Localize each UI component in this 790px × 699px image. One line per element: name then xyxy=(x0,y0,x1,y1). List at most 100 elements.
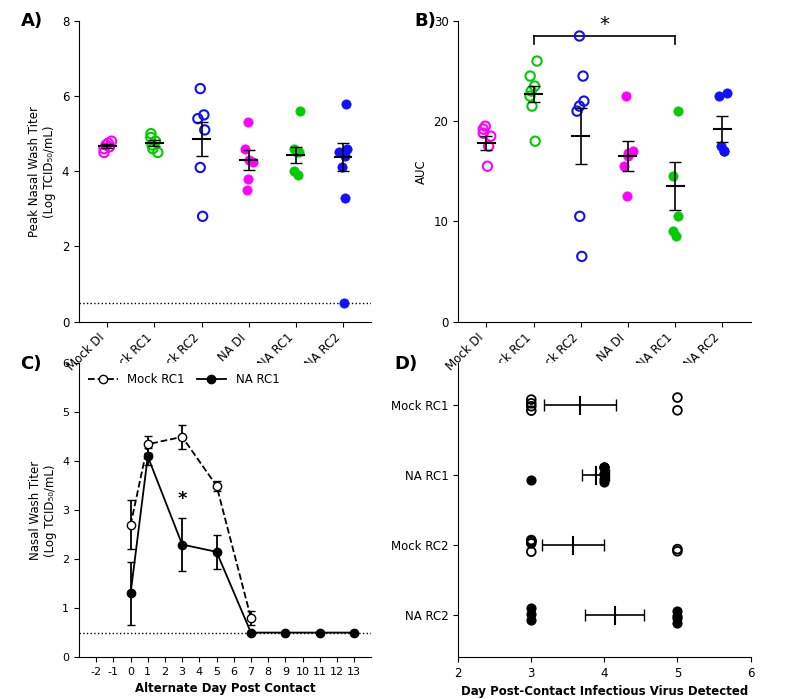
Point xyxy=(718,145,731,157)
Point xyxy=(524,90,536,101)
Point xyxy=(102,138,115,149)
Point xyxy=(477,128,490,139)
Point xyxy=(146,143,159,154)
Point xyxy=(718,145,731,157)
Y-axis label: Peak Nasal Wash Titer
(Log TCID₅₀/mL): Peak Nasal Wash Titer (Log TCID₅₀/mL) xyxy=(28,106,56,237)
Point xyxy=(598,461,611,473)
Text: D): D) xyxy=(394,354,417,373)
Point xyxy=(713,90,725,101)
Point xyxy=(671,392,683,403)
Point xyxy=(671,405,683,416)
Point xyxy=(573,101,585,112)
Point xyxy=(573,31,585,42)
Point xyxy=(525,535,537,547)
Point xyxy=(484,131,497,142)
Text: *: * xyxy=(178,490,187,507)
Point xyxy=(198,109,210,120)
Point xyxy=(667,171,679,182)
Point xyxy=(598,474,611,485)
Point xyxy=(194,162,206,173)
Point xyxy=(525,535,537,546)
Point xyxy=(292,169,305,180)
Point xyxy=(529,80,541,92)
Point xyxy=(196,211,209,222)
Point xyxy=(626,145,639,157)
Point xyxy=(525,405,537,416)
Point xyxy=(149,136,162,147)
Point xyxy=(191,113,204,124)
Point xyxy=(524,71,536,82)
Point xyxy=(525,85,537,96)
X-axis label: Day Post-Contact Infectious Virus Detected: Day Post-Contact Infectious Virus Detect… xyxy=(461,685,748,698)
Point xyxy=(103,141,116,152)
Point xyxy=(525,608,537,619)
Point xyxy=(618,161,630,172)
Text: A): A) xyxy=(21,12,43,30)
Point xyxy=(194,83,206,94)
X-axis label: Alternate Day Post Contact: Alternate Day Post Contact xyxy=(135,682,315,696)
Point xyxy=(481,161,494,172)
Point xyxy=(672,106,684,117)
Point xyxy=(525,475,537,486)
Point xyxy=(339,192,352,203)
Point xyxy=(198,124,211,136)
Point xyxy=(525,536,537,547)
Point xyxy=(100,139,112,150)
Point xyxy=(340,98,352,109)
Point xyxy=(619,90,632,101)
Point xyxy=(598,468,611,480)
Point xyxy=(525,538,537,549)
Text: C): C) xyxy=(21,354,42,373)
Point xyxy=(335,162,348,173)
Point xyxy=(341,143,354,154)
Point xyxy=(333,147,346,158)
Point xyxy=(242,117,254,128)
Point xyxy=(288,143,300,154)
Point xyxy=(145,128,157,139)
Point xyxy=(145,132,157,143)
Legend: Mock RC1, NA RC1: Mock RC1, NA RC1 xyxy=(85,369,283,389)
Point xyxy=(598,461,611,473)
Point xyxy=(720,87,733,99)
Point xyxy=(598,468,611,480)
Point xyxy=(243,154,255,166)
Point xyxy=(98,147,111,158)
Point xyxy=(292,147,305,158)
Point xyxy=(525,602,537,613)
Point xyxy=(339,151,352,162)
Point xyxy=(247,157,260,168)
Point xyxy=(145,139,158,150)
Point xyxy=(525,546,537,557)
Point xyxy=(525,398,537,409)
Text: B): B) xyxy=(415,12,436,30)
Point xyxy=(294,106,307,117)
Point xyxy=(671,611,683,622)
Point xyxy=(529,136,541,147)
Point xyxy=(622,151,634,162)
Point xyxy=(570,106,583,117)
Point xyxy=(483,140,495,152)
Point xyxy=(621,191,634,202)
Point xyxy=(338,297,351,308)
Point xyxy=(291,147,303,158)
Y-axis label: AUC: AUC xyxy=(415,159,428,184)
Point xyxy=(574,211,586,222)
Point xyxy=(479,120,491,131)
Point xyxy=(671,612,683,623)
Point xyxy=(671,618,683,629)
Point xyxy=(667,226,679,237)
Point xyxy=(288,166,300,177)
Point xyxy=(525,614,537,626)
Point xyxy=(670,231,683,242)
Point xyxy=(577,96,590,107)
Point xyxy=(575,251,588,262)
Point xyxy=(598,462,611,473)
Point xyxy=(240,185,253,196)
Point xyxy=(98,143,111,154)
Point xyxy=(531,55,544,66)
Point xyxy=(243,173,255,185)
Point xyxy=(672,211,684,222)
Point xyxy=(239,143,251,154)
Point xyxy=(477,124,490,135)
Point xyxy=(525,394,537,405)
